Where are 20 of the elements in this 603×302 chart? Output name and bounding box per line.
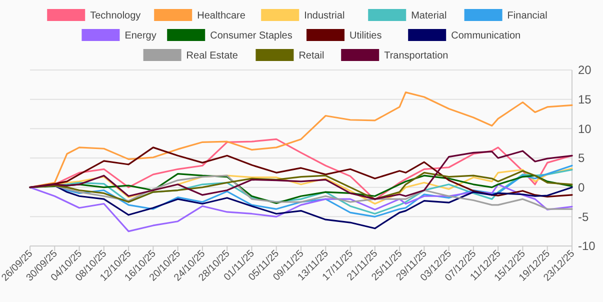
y-tick-label: 0	[578, 180, 585, 195]
legend-label: Energy	[124, 30, 156, 42]
line-series	[29, 91, 573, 188]
legend-label: Consumer Staples	[210, 30, 292, 42]
legend-label: Technology	[90, 10, 141, 22]
legend-label: Financial	[507, 10, 548, 22]
legend-label: Healthcare	[197, 10, 246, 22]
legend-label: Industrial	[304, 10, 345, 22]
legend-label: Utilities	[350, 30, 382, 42]
y-tick-label: 20	[578, 63, 592, 78]
y-tick-label: 15	[578, 92, 592, 107]
y-tick-label: -10	[578, 239, 596, 254]
y-tick-label: 10	[578, 122, 592, 136]
legend-label: Communication	[451, 30, 521, 42]
legend-label: Real Estate	[186, 50, 238, 62]
y-tick-label: 5	[578, 151, 585, 166]
y-tick-label: -5	[578, 210, 589, 224]
legend-label: Transportation	[384, 50, 448, 62]
legend-label: Retail	[298, 50, 324, 62]
legend-label: Material	[411, 10, 447, 22]
